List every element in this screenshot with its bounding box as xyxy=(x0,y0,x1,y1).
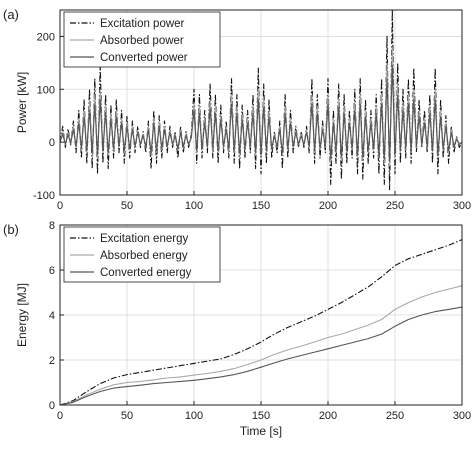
y-tick-label: -100 xyxy=(33,190,55,202)
panel-b-energy-chart: 0 50 100 150 200 250 300 0 2 4 6 8 Energy [MJ] Time [… xyxy=(3,220,471,438)
y-tick-label: 100 xyxy=(37,84,55,96)
legend-entry: Converted energy xyxy=(100,267,192,279)
x-axis-label: Time [s] xyxy=(240,424,282,438)
y-tick-label: 2 xyxy=(49,355,55,367)
y-tick-label: 0 xyxy=(49,400,55,412)
x-tick-label: 150 xyxy=(252,410,270,422)
series-line-absorbed-energy xyxy=(59,285,463,406)
series-line-absorbed-power xyxy=(59,46,463,167)
x-tick-label: 50 xyxy=(121,410,133,422)
y-axis-label: Energy [MJ] xyxy=(15,283,29,347)
legend-entry: Excitation power xyxy=(100,18,185,30)
y-tick-label: 4 xyxy=(49,310,55,322)
y-tick-label: 6 xyxy=(49,265,55,277)
series-line-converted-power xyxy=(59,64,463,162)
x-tick-label: 200 xyxy=(319,410,337,422)
x-tick-label: 200 xyxy=(319,200,337,212)
x-tick-label: 0 xyxy=(57,200,63,212)
legend-entry: Converted power xyxy=(100,52,188,64)
y-tick-label: 200 xyxy=(37,31,55,43)
legend-entry: Absorbed power xyxy=(100,35,184,47)
x-tick-label: 300 xyxy=(453,410,471,422)
y-tick-label: 8 xyxy=(49,220,55,232)
series-line-converted-energy xyxy=(59,306,463,406)
legend-entry: Excitation energy xyxy=(100,233,188,245)
panel-label: (b) xyxy=(3,222,19,237)
panel-label: (a) xyxy=(3,7,19,22)
x-tick-label: 250 xyxy=(386,410,404,422)
x-tick-label: 100 xyxy=(185,200,203,212)
y-axis-label: Power [kW] xyxy=(15,72,29,133)
x-tick-label: 300 xyxy=(453,200,471,212)
series-line-excitation-energy xyxy=(59,239,463,406)
x-tick-label: 0 xyxy=(57,410,63,422)
x-tick-label: 150 xyxy=(252,200,270,212)
x-tick-label: 50 xyxy=(121,200,133,212)
legend-entry: Absorbed energy xyxy=(100,250,188,262)
x-tick-label: 250 xyxy=(386,200,404,212)
x-tick-label: 100 xyxy=(185,410,203,422)
y-tick-label: 0 xyxy=(49,137,55,149)
series-line-excitation-power xyxy=(59,9,463,191)
